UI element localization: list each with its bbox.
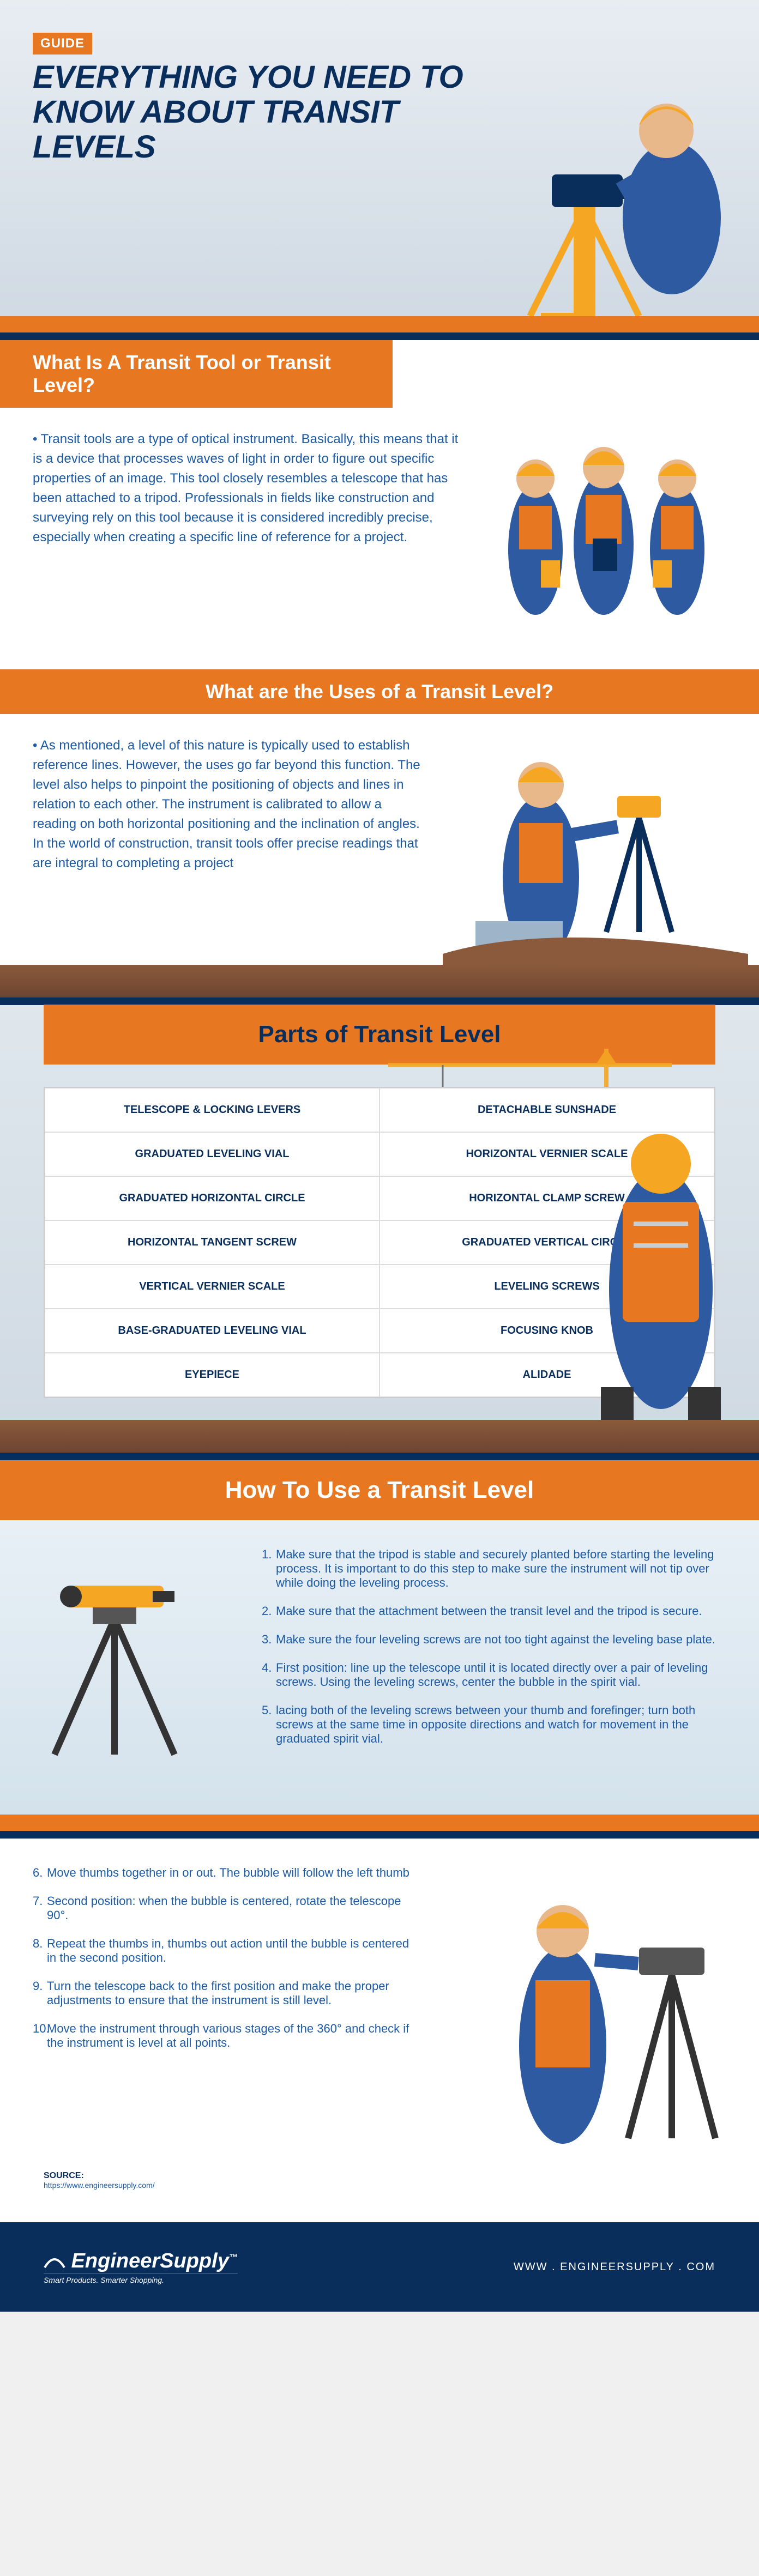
navy-divider [0, 997, 759, 1005]
howto-step: 3.Make sure the four leveling screws are… [262, 1632, 726, 1647]
uses-body: As mentioned, a level of this nature is … [0, 714, 759, 965]
uses-text: As mentioned, a level of this nature is … [33, 736, 421, 873]
uses-heading: What are the Uses of a Transit Level? [0, 669, 759, 714]
surveyor-illustration [465, 65, 737, 316]
howto-step: 1.Make sure that the tripod is stable an… [262, 1547, 726, 1590]
orange-stripe [0, 316, 759, 332]
what-is-section: What Is A Transit Tool or Transit Level?… [0, 340, 759, 669]
howto-step: 10.Move the instrument through various s… [33, 2022, 421, 2050]
trademark: ™ [229, 2253, 238, 2262]
table-cell: BASE-GRADUATED LEVELING VIAL [45, 1309, 380, 1353]
worker-back-illustration [563, 1082, 759, 1420]
ground-stripe [0, 965, 759, 997]
section-body: Transit tools are a type of optical inst… [0, 408, 759, 648]
footer-logo: EngineerSupply™ [44, 2250, 238, 2273]
three-workers-illustration [486, 430, 726, 626]
howto-steps-2: 6.Move thumbs together in or out. The bu… [33, 1866, 421, 2050]
table-cell: TELESCOPE & LOCKING LEVERS [45, 1088, 380, 1132]
howto-step: 7.Second position: when the bubble is ce… [33, 1894, 421, 1922]
table-cell: HORIZONTAL TANGENT SCREW [45, 1220, 380, 1265]
howto-steps-1: 1.Make sure that the tripod is stable an… [262, 1547, 726, 1746]
logo-swoosh-icon [44, 2254, 65, 2270]
transit-level-illustration [16, 1553, 213, 1760]
parts-section: Parts of Transit Level TELESCOPE & LOCKI… [0, 1005, 759, 1453]
table-cell: EYEPIECE [45, 1353, 380, 1397]
table-cell: GRADUATED LEVELING VIAL [45, 1132, 380, 1176]
howto-body-2: 6.Move thumbs together in or out. The bu… [0, 1839, 759, 2155]
table-cell: VERTICAL VERNIER SCALE [45, 1265, 380, 1309]
navy-divider [0, 1831, 759, 1839]
footer-brand-block: EngineerSupply™ Smart Products. Smarter … [44, 2250, 238, 2284]
footer-tagline: Smart Products. Smarter Shopping. [44, 2273, 238, 2284]
howto-step: 2.Make sure that the attachment between … [262, 1604, 726, 1618]
infographic-page: GUIDE EVERYTHING YOU NEED TO KNOW ABOUT … [0, 0, 759, 2312]
guide-badge: GUIDE [33, 33, 92, 55]
howto-step: 9.Turn the telescope back to the first p… [33, 1979, 421, 2007]
footer-url: WWW . ENGINEERSUPPLY . COM [514, 2261, 715, 2273]
howto-step: 4.First position: line up the telescope … [262, 1661, 726, 1689]
surveyor-looking-illustration [475, 1849, 748, 2144]
howto-step: 8.Repeat the thumbs in, thumbs out actio… [33, 1937, 421, 1965]
worker-tripod-illustration [443, 736, 748, 965]
table-cell: GRADUATED HORIZONTAL CIRCLE [45, 1176, 380, 1220]
hero-title: EVERYTHING YOU NEED TO KNOW ABOUT TRANSI… [33, 60, 469, 164]
brand-name: EngineerSupply [71, 2250, 229, 2272]
section-heading: What Is A Transit Tool or Transit Level? [0, 340, 393, 408]
footer: EngineerSupply™ Smart Products. Smarter … [0, 2222, 759, 2312]
orange-stripe [0, 1815, 759, 1831]
ground-stripe [0, 1420, 759, 1453]
source-url: https://www.engineersupply.com/ [44, 2181, 715, 2190]
navy-divider [0, 1453, 759, 1460]
section-text: Transit tools are a type of optical inst… [33, 430, 470, 626]
hero-section: GUIDE EVERYTHING YOU NEED TO KNOW ABOUT … [0, 0, 759, 316]
source-block: SOURCE: https://www.engineersupply.com/ [0, 2155, 759, 2222]
navy-divider [0, 332, 759, 340]
howto-heading: How To Use a Transit Level [0, 1460, 759, 1520]
hero-text-block: GUIDE EVERYTHING YOU NEED TO KNOW ABOUT … [33, 33, 469, 164]
howto-body-1: 1.Make sure that the tripod is stable an… [0, 1520, 759, 1815]
howto-step: 5.lacing both of the leveling screws bet… [262, 1703, 726, 1746]
source-label: SOURCE: [44, 2171, 715, 2181]
howto-step: 6.Move thumbs together in or out. The bu… [33, 1866, 421, 1880]
